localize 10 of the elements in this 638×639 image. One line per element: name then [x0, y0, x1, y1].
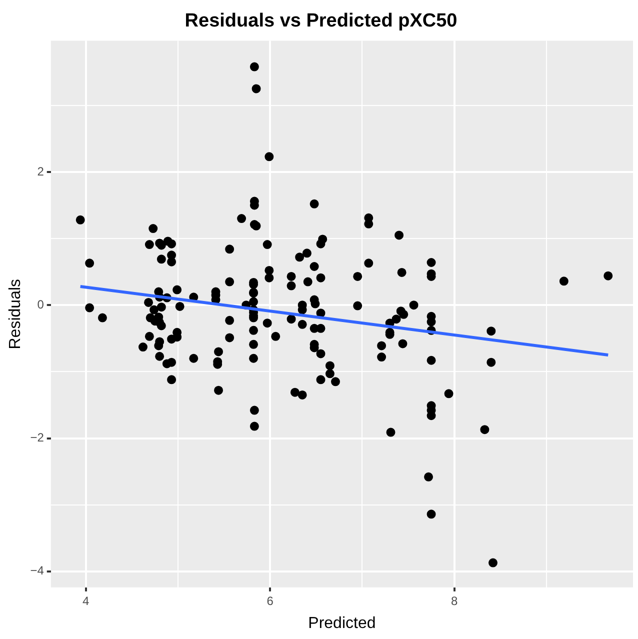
chart-title: Residuals vs Predicted pXC50 — [184, 10, 458, 32]
y-tick-label: −4 — [30, 564, 44, 578]
x-tick-label: 8 — [450, 594, 458, 608]
x-axis-title: Predicted — [308, 614, 376, 632]
y-tick-label: 0 — [37, 297, 44, 312]
x-tick-label: 4 — [82, 594, 90, 608]
y-tick-label: 2 — [37, 164, 44, 178]
y-axis-title: Residuals — [7, 278, 24, 350]
x-tick-label: 6 — [266, 594, 274, 608]
y-tick-label: −2 — [30, 430, 44, 445]
